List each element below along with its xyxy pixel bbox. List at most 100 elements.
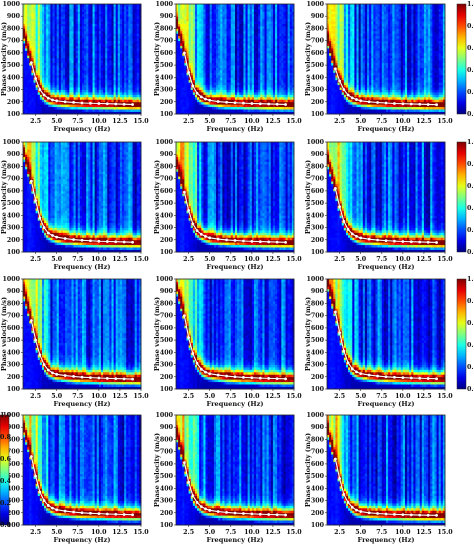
heat-cell: [122, 65, 125, 68]
heat-cell: [126, 84, 129, 88]
heat-cell: [197, 57, 200, 61]
heat-cell: [138, 35, 142, 39]
heat-cell: [46, 92, 49, 95]
heat-cell: [69, 18, 72, 22]
heat-cell: [107, 28, 110, 32]
heat-cell: [192, 82, 196, 86]
heat-cell: [41, 52, 45, 56]
heat-cell: [69, 82, 72, 86]
heat-cell: [94, 65, 98, 68]
heat-cell: [178, 99, 181, 103]
heat-cell: [92, 87, 96, 90]
heat-cell: [77, 33, 81, 37]
heat-cell: [182, 21, 185, 24]
heat-cell: [182, 40, 185, 44]
heat-cell: [117, 23, 121, 27]
heat-cell: [65, 96, 68, 100]
heat-cell: [180, 8, 183, 12]
heat-cell: [132, 6, 136, 10]
heat-cell: [178, 8, 181, 12]
heat-cell: [113, 52, 117, 56]
heat-cell: [44, 57, 47, 61]
heat-cell: [35, 92, 39, 95]
heat-cell: [39, 11, 43, 15]
heat-cell: [192, 65, 196, 68]
heatmap-cells: [176, 4, 295, 115]
heat-cell: [90, 4, 93, 7]
heat-cell: [86, 72, 89, 76]
curve-point: [114, 102, 118, 106]
heat-cell: [105, 45, 108, 49]
heat-cell: [86, 33, 89, 37]
heat-cell: [194, 26, 198, 29]
heat-cell: [48, 21, 51, 24]
heat-cell: [90, 45, 93, 49]
heat-cell: [44, 89, 47, 93]
heat-cell: [199, 60, 202, 64]
heat-cell: [134, 45, 138, 49]
heat-cell: [132, 13, 136, 17]
heat-cell: [134, 6, 138, 10]
heat-cell: [60, 8, 64, 12]
heat-cell: [79, 13, 83, 17]
heat-cell: [96, 65, 100, 68]
heat-cell: [136, 40, 140, 44]
heat-cell: [119, 77, 123, 81]
heat-cell: [90, 70, 93, 73]
heat-cell: [103, 72, 106, 76]
heat-cell: [184, 13, 187, 17]
heat-cell: [50, 72, 53, 76]
heat-cell: [122, 77, 125, 81]
heat-cell: [39, 23, 43, 27]
heat-cell: [46, 52, 49, 56]
heat-cell: [98, 94, 102, 98]
heat-cell: [190, 28, 194, 32]
heat-cell: [67, 89, 70, 93]
heat-cell: [71, 43, 74, 46]
heat-cell: [58, 89, 62, 93]
heat-cell: [37, 16, 41, 20]
heat-cell: [138, 48, 142, 51]
heat-cell: [84, 33, 87, 37]
heat-cell: [119, 84, 123, 88]
heat-cell: [188, 11, 192, 15]
heat-cell: [92, 8, 96, 12]
curve-point: [55, 99, 59, 103]
heat-cell: [138, 33, 142, 37]
heat-cell: [132, 109, 136, 112]
heat-cell: [92, 109, 96, 112]
heat-cell: [103, 55, 106, 59]
heat-cell: [60, 104, 64, 108]
heat-cell: [65, 35, 68, 39]
heat-cell: [186, 106, 190, 110]
heat-cell: [58, 23, 62, 27]
heat-cell: [88, 50, 91, 54]
heat-cell: [126, 106, 129, 110]
heat-cell: [41, 72, 45, 76]
heat-cell: [194, 40, 198, 44]
heat-cell: [186, 99, 190, 103]
heat-cell: [192, 38, 196, 42]
heat-cell: [48, 74, 51, 78]
heat-cell: [44, 50, 47, 54]
heat-cell: [31, 84, 34, 88]
heat-cell: [134, 79, 138, 83]
heat-cell: [184, 104, 187, 108]
heat-cell: [122, 109, 125, 112]
heat-cell: [46, 87, 49, 90]
heat-cell: [111, 57, 115, 61]
heat-cell: [98, 6, 102, 10]
heat-cell: [124, 65, 127, 68]
heat-cell: [27, 70, 30, 73]
heat-cell: [67, 13, 70, 17]
heat-cell: [182, 28, 185, 32]
heat-cell: [88, 82, 91, 86]
heat-cell: [103, 21, 106, 24]
heat-cell: [23, 70, 26, 73]
heat-cell: [124, 67, 127, 71]
heat-cell: [184, 48, 187, 51]
heat-cell: [115, 43, 119, 46]
heat-cell: [86, 82, 89, 86]
heat-cell: [124, 40, 127, 44]
heat-cell: [94, 4, 98, 7]
